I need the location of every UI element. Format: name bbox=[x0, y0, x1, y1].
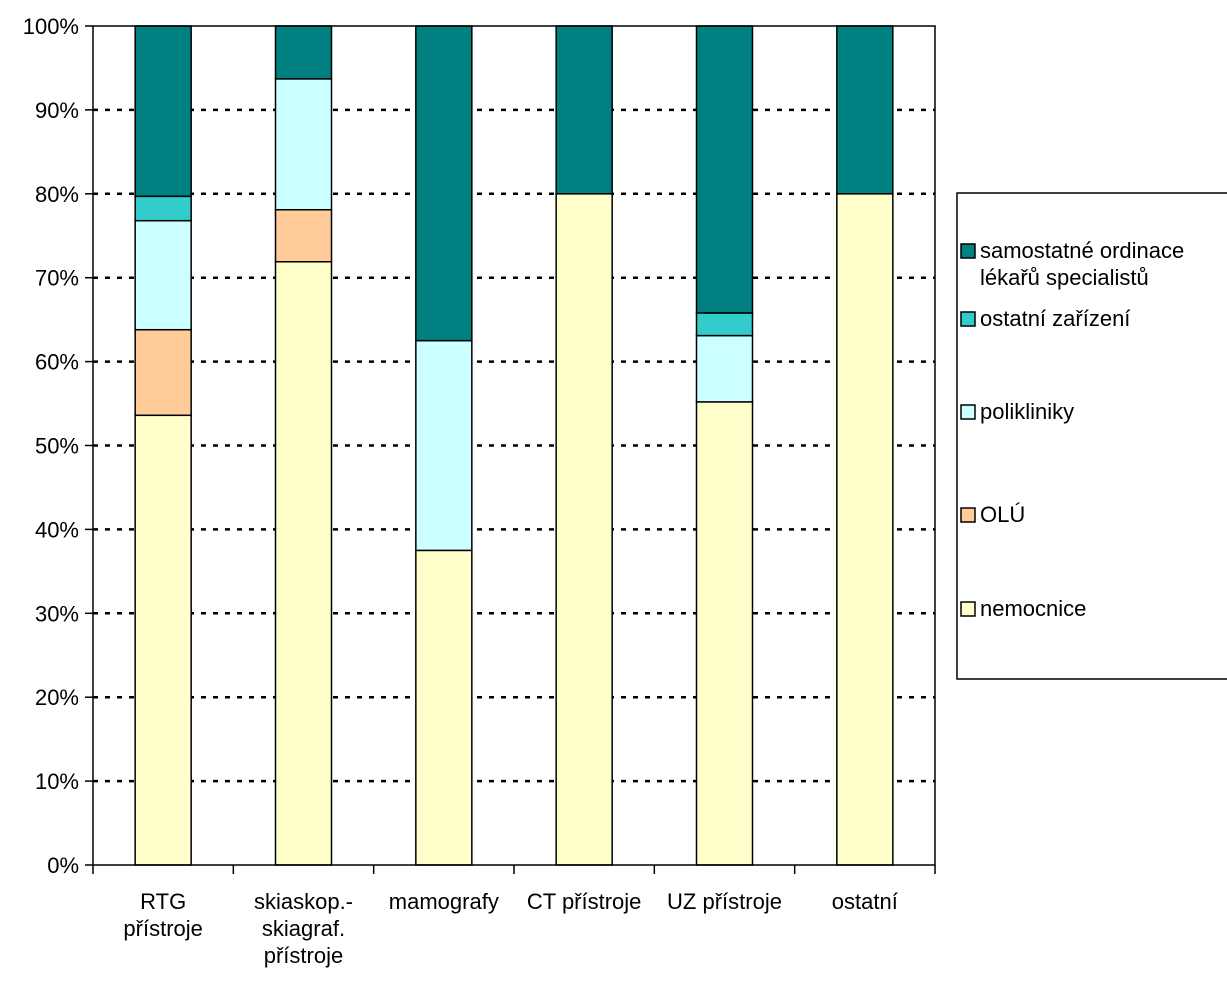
y-tick-label: 80% bbox=[35, 182, 79, 207]
x-category-label-line: přístroje bbox=[264, 943, 343, 968]
y-tick-label: 70% bbox=[35, 266, 79, 291]
axes: 0%10%20%30%40%50%60%70%80%90%100%RTG přís… bbox=[23, 14, 936, 968]
x-category-label-line: skiaskop.- bbox=[254, 889, 353, 914]
x-category-label: CT přístroje bbox=[527, 889, 642, 914]
legend-label-line: OLÚ bbox=[980, 502, 1025, 527]
bar-segment bbox=[555, 25, 613, 195]
y-tick-label: 0% bbox=[47, 853, 79, 878]
y-tick-label: 60% bbox=[35, 350, 79, 375]
bars bbox=[134, 25, 894, 866]
legend: samostatné ordinace lékařů specialistů ost… bbox=[956, 192, 1227, 680]
y-tick-label: 100% bbox=[23, 14, 79, 39]
bar-segment bbox=[134, 328, 192, 417]
legend-swatch bbox=[960, 404, 976, 420]
legend-label: OLÚ bbox=[980, 502, 1025, 527]
bar-segment bbox=[415, 339, 473, 552]
x-category-label-line: UZ přístroje bbox=[667, 889, 782, 914]
bar-segment bbox=[695, 401, 754, 866]
bar-segment bbox=[695, 334, 754, 403]
x-category-label: mamografy bbox=[389, 889, 499, 914]
bar-segment bbox=[134, 195, 192, 222]
gridlines bbox=[93, 108, 935, 783]
x-category-label-line: ostatní bbox=[832, 889, 898, 914]
legend-label-line: polikliniky bbox=[980, 399, 1074, 424]
legend-label: polikliniky bbox=[980, 399, 1074, 424]
bar-segment bbox=[274, 261, 333, 866]
legend-label: nemocnice bbox=[980, 596, 1086, 621]
bar-segment bbox=[134, 219, 192, 331]
bar-segment bbox=[274, 25, 333, 80]
x-category-label: UZ přístroje bbox=[667, 889, 782, 914]
bar-segment bbox=[415, 25, 473, 342]
bar-segment bbox=[415, 549, 473, 866]
legend-swatch bbox=[960, 243, 976, 259]
x-category-label-line: přístroje bbox=[123, 916, 202, 941]
bar-segment bbox=[274, 78, 333, 211]
bar-segment bbox=[555, 193, 613, 866]
x-category-label-line: CT přístroje bbox=[527, 889, 642, 914]
legend-box bbox=[956, 192, 1227, 680]
legend-swatch bbox=[960, 311, 976, 327]
bar-segment bbox=[274, 208, 333, 263]
legend-label-line: ostatní zařízení bbox=[980, 306, 1130, 331]
legend-swatch bbox=[960, 507, 976, 523]
x-category-label-line: skiagraf. bbox=[262, 916, 345, 941]
x-category-label-line: mamografy bbox=[389, 889, 499, 914]
bar-segment bbox=[134, 414, 192, 866]
y-tick-label: 40% bbox=[35, 517, 79, 542]
legend-swatch bbox=[960, 601, 976, 617]
y-tick-label: 10% bbox=[35, 769, 79, 794]
y-tick-label: 20% bbox=[35, 685, 79, 710]
x-category-label-line: RTG bbox=[140, 889, 186, 914]
y-tick-label: 90% bbox=[35, 98, 79, 123]
bar-segment bbox=[695, 312, 754, 337]
bar-segment bbox=[836, 25, 894, 195]
bar-segment bbox=[134, 25, 192, 198]
legend-label-line: nemocnice bbox=[980, 596, 1086, 621]
legend-label-line: samostatné ordinace bbox=[980, 238, 1184, 263]
bar-segment bbox=[695, 25, 754, 314]
y-tick-label: 50% bbox=[35, 434, 79, 459]
legend-label: ostatní zařízení bbox=[980, 306, 1130, 331]
x-category-label: skiaskop.-skiagraf. přístroje bbox=[254, 889, 353, 968]
x-category-label: RTG přístroje bbox=[123, 889, 202, 941]
x-category-label: ostatní bbox=[832, 889, 898, 914]
legend-label: samostatné ordinace lékařů specialistů bbox=[980, 238, 1184, 290]
legend-label-line: lékařů specialistů bbox=[980, 265, 1149, 290]
bar-segment bbox=[836, 193, 894, 866]
y-tick-label: 30% bbox=[35, 601, 79, 626]
